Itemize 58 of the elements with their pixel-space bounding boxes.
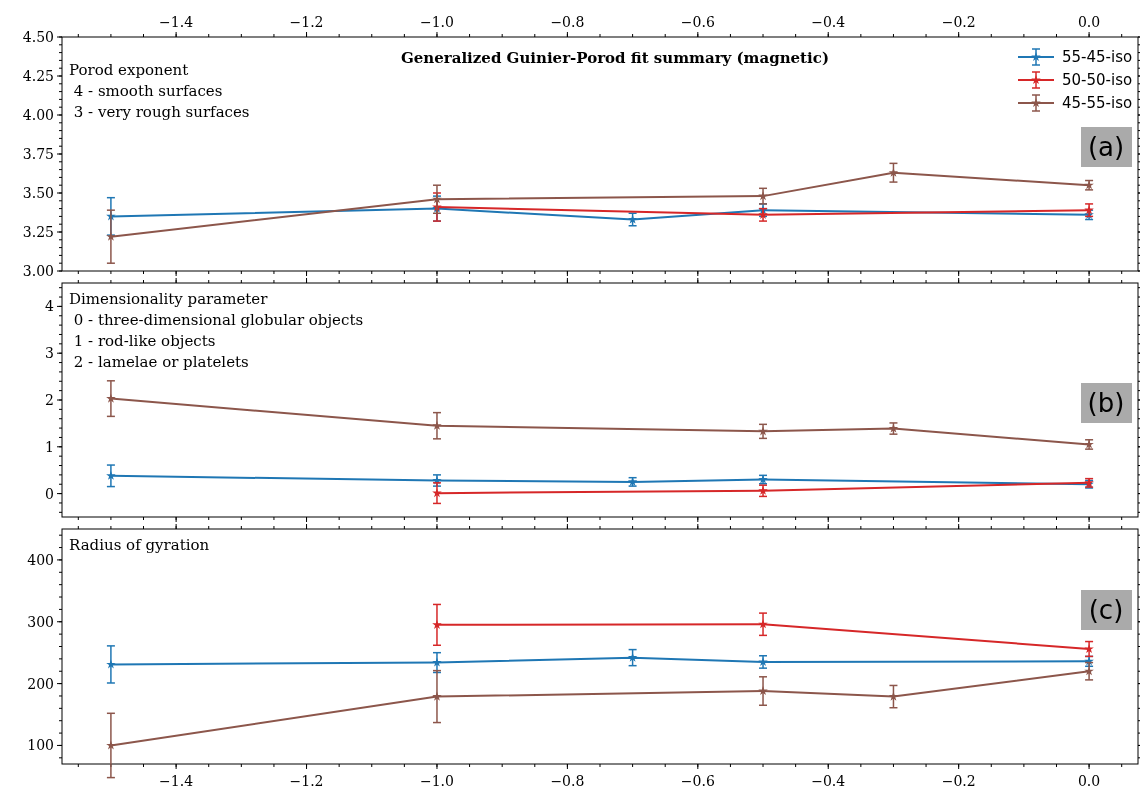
point [758,426,768,436]
x-tick-label: −0.6 [680,773,715,789]
x-tick-label: −0.8 [550,14,585,30]
x-tick-label: 0.0 [1077,773,1101,789]
x-tick-label: −0.8 [550,773,585,789]
annotation: Dimensionality parameter [69,290,269,308]
y-tick-label: 0 [45,485,54,502]
annotation: Radius of gyration [69,536,210,554]
y-tick-label: 400 [27,551,54,568]
x-tick-label: −0.2 [941,773,976,789]
x-tick-label: −0.4 [811,773,846,789]
y-tick-label: 4.25 [22,68,54,84]
y-tick-label: 100 [27,737,54,754]
y-tick-label: 3 [45,345,54,362]
y-tick-label: 200 [27,675,54,692]
y-tick-label: 4.00 [22,107,54,123]
x-tick-label: −1.4 [159,14,194,30]
y-tick-label: 4.50 [22,29,54,45]
y-tick-label: 3.50 [22,185,54,201]
point [106,231,116,241]
point [106,659,116,669]
annotation: 0 - three-dimensional globular objects [69,311,364,329]
annotation: (a) [1087,132,1125,162]
y-tick-label: 4 [45,298,55,315]
point [1084,643,1094,654]
x-tick-label: −0.4 [811,14,846,30]
annotation: Porod exponent [69,61,189,79]
annotation: 1 - rod-like objects [69,332,216,350]
point [106,470,116,480]
annotation: (c) [1088,595,1124,625]
legend-label: 45-55-iso [1062,94,1133,112]
point [432,657,442,667]
x-tick-label: −1.2 [289,14,324,30]
x-tick-label: −1.0 [419,773,454,789]
y-tick-label: 300 [27,613,54,630]
y-tick-label: 2 [45,392,54,408]
x-tick-label: −1.0 [419,14,454,30]
annotation: 3 - very rough surfaces [69,103,250,121]
y-tick-label: 1 [45,438,54,455]
x-tick-label: −1.2 [289,773,324,789]
y-tick-label: 3.00 [22,263,54,279]
x-tick-label: −0.6 [680,14,715,30]
point [758,686,768,696]
point [432,691,442,701]
point [106,393,116,403]
point [432,420,442,430]
y-tick-label: 3.75 [22,146,54,162]
legend-label: 55-45-iso [1062,48,1133,66]
x-tick-label: −0.2 [941,14,976,30]
annotation: (b) [1087,388,1125,418]
x-tick-label: 0.0 [1077,14,1101,30]
annotation: 2 - lamelae or platelets [69,353,249,371]
legend-label: 50-50-iso [1062,71,1133,89]
point [432,619,442,629]
y-tick-label: 3.25 [22,224,54,240]
annotation: 4 - smooth surfaces [69,82,223,100]
x-tick-label: −1.4 [159,773,194,789]
text: Generalized Guinier-Porod fit summary (magnetic) [401,49,829,67]
